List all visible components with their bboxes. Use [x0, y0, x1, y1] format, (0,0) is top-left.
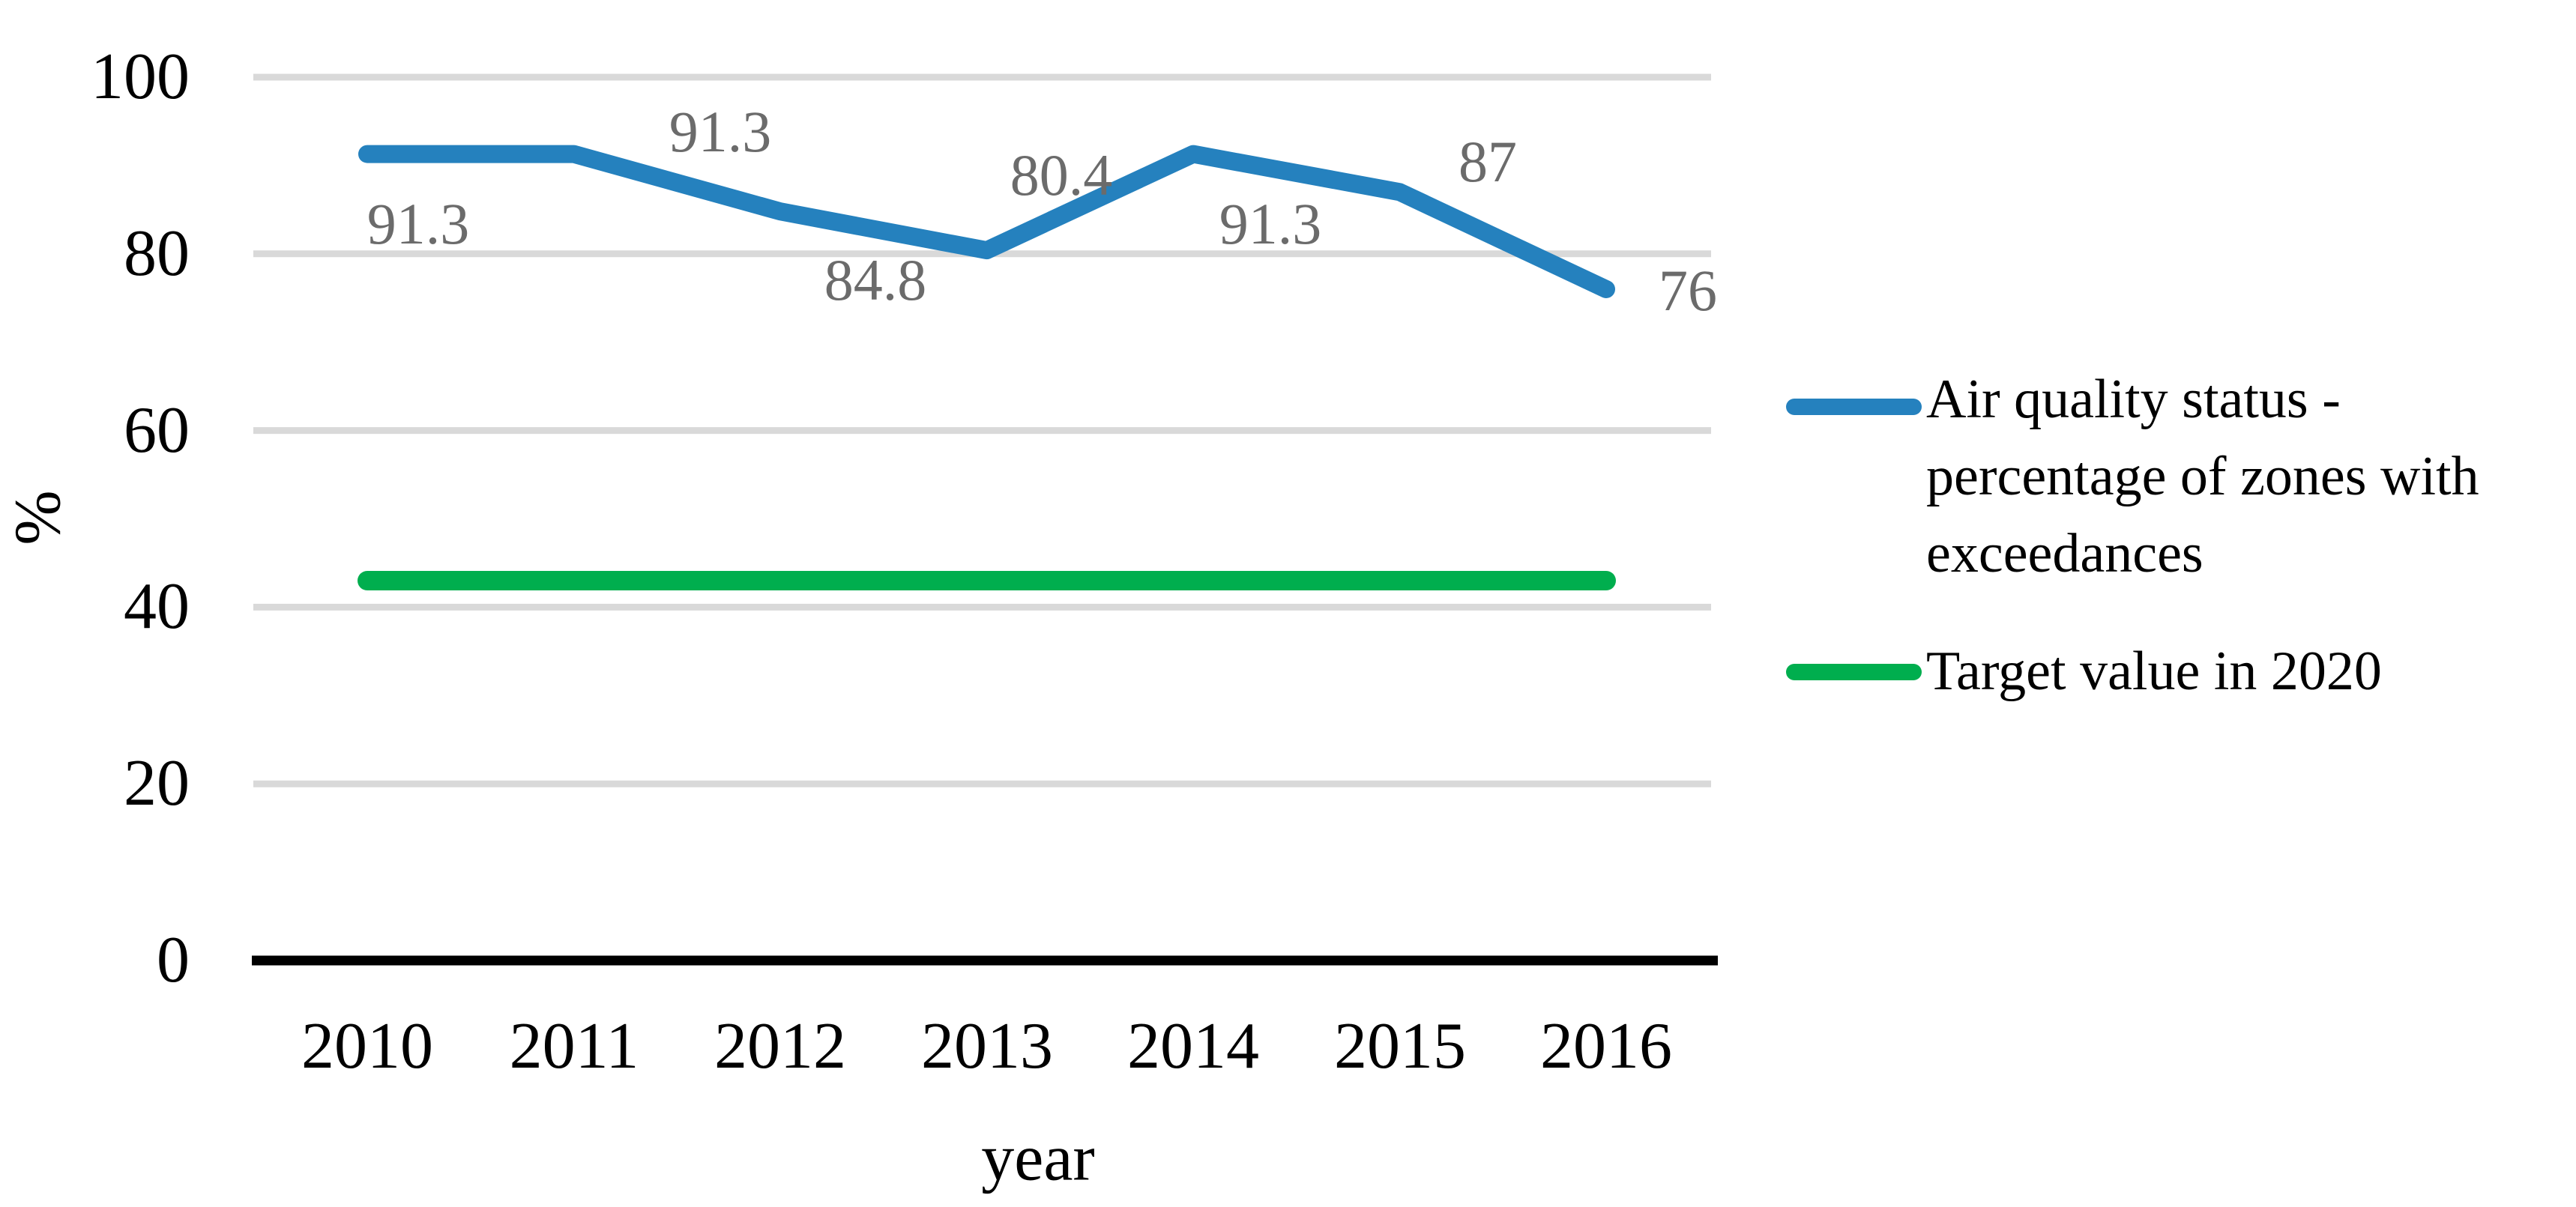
series-line-air-quality[interactable] — [358, 145, 1615, 298]
x-tick-label-2016: 2016 — [1540, 1010, 1672, 1083]
data-label-2013: 80.4 — [1010, 142, 1113, 208]
x-tick-label-2012: 2012 — [714, 1010, 846, 1083]
y-tick-label-0: 0 — [157, 924, 190, 996]
x-tick-label-2010: 2010 — [301, 1010, 433, 1083]
x-tick-label-2011: 2011 — [509, 1010, 639, 1083]
y-tick-label-80: 80 — [124, 217, 190, 290]
y-tick-label-100: 100 — [91, 40, 190, 113]
legend-label-target: Target value in 2020 — [1926, 633, 2382, 710]
legend-text-line: percentage of zones with — [1926, 446, 2479, 507]
data-label-2010: 91.3 — [367, 191, 470, 256]
legend-swatch-air-quality — [1786, 399, 1922, 415]
data-label-2012: 84.8 — [824, 247, 927, 312]
x-tick-label-2015: 2015 — [1334, 1010, 1466, 1083]
y-tick-label-40: 40 — [124, 570, 190, 643]
legend-label-air-quality: Air quality status - percentage of zones … — [1926, 361, 2479, 593]
y-tick-label-20: 20 — [124, 747, 190, 820]
x-tick-label-2013: 2013 — [921, 1010, 1053, 1083]
legend-text-line: Air quality status - — [1926, 369, 2341, 430]
data-label-2016: 76 — [1659, 258, 1717, 323]
y-tick-label-60: 60 — [124, 394, 190, 467]
data-label-2011: 91.3 — [669, 99, 772, 164]
data-label-2015: 87 — [1459, 129, 1517, 194]
data-label-2014: 91.3 — [1219, 191, 1322, 256]
legend-swatch-target — [1786, 664, 1922, 680]
x-axis-title: year — [981, 1122, 1095, 1195]
y-axis-title: % — [1, 490, 75, 545]
legend-text-line: Target value in 2020 — [1926, 641, 2382, 702]
x-tick-label-2014: 2014 — [1127, 1010, 1259, 1083]
legend-text-line: exceedances — [1926, 523, 2204, 584]
